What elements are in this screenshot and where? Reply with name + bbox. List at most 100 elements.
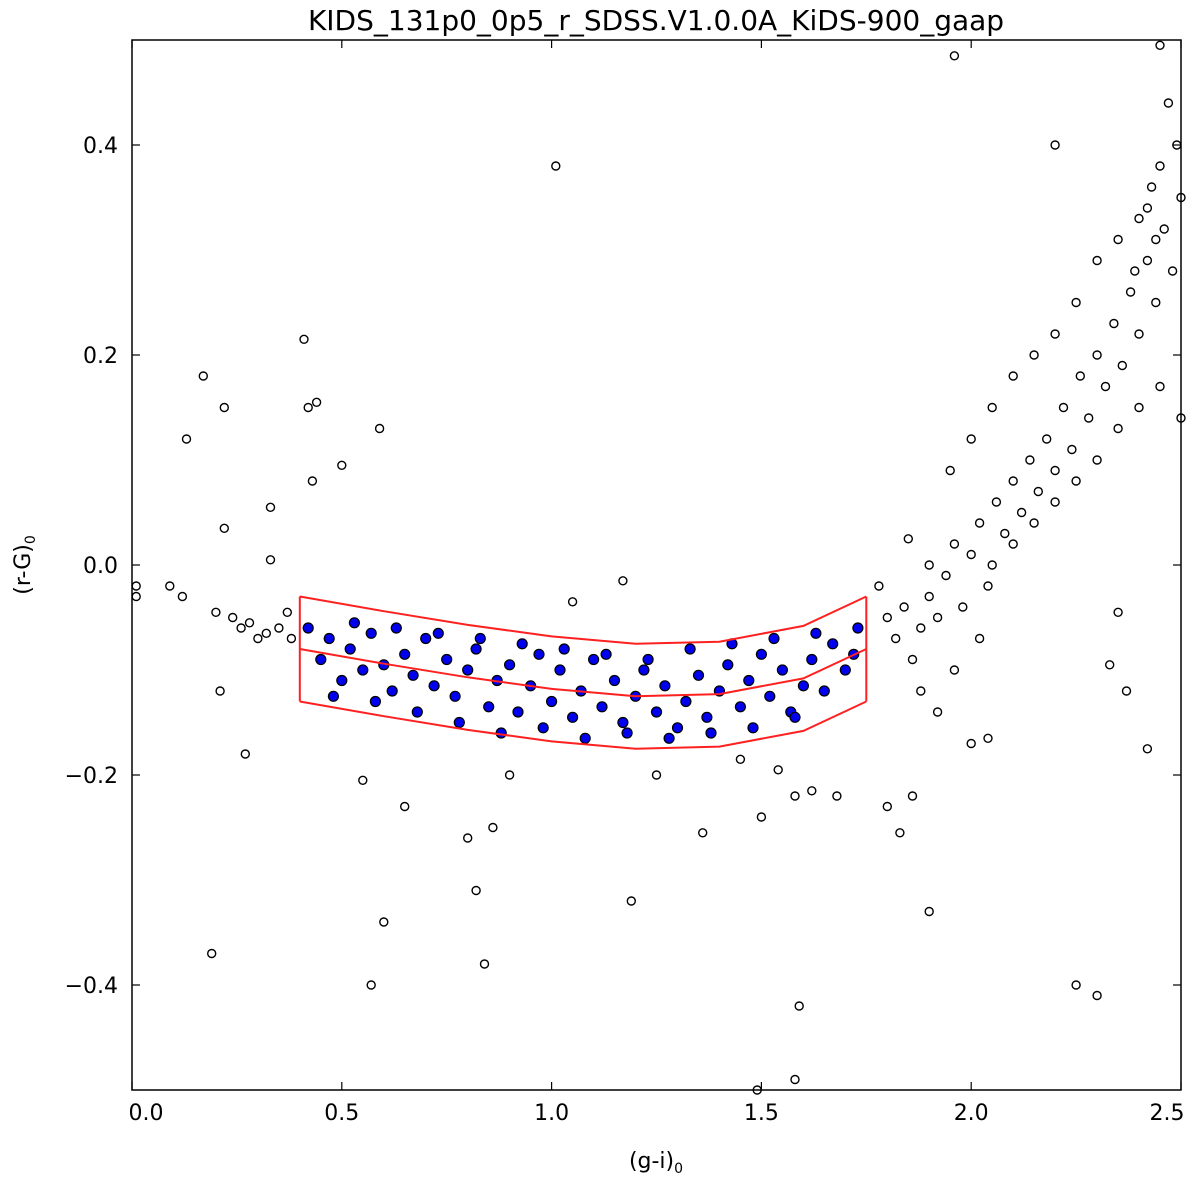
selected-point (504, 659, 516, 671)
selected-point (386, 685, 398, 697)
outlier-point (983, 733, 993, 743)
y-tick-label: −0.2 (65, 764, 118, 789)
outlier-point (1142, 255, 1153, 266)
outlier-point (198, 371, 209, 381)
selected-point (533, 648, 545, 660)
selected-point (407, 669, 419, 681)
outlier-point (949, 665, 960, 675)
outlier-point (651, 770, 662, 780)
selected-point (806, 653, 818, 666)
outlier-point (240, 749, 251, 759)
y-tick-label: 0.4 (83, 134, 118, 159)
selected-point (776, 664, 789, 676)
selected-point (810, 627, 822, 639)
outlier-point (1109, 318, 1119, 329)
outlier-point (1029, 350, 1039, 360)
y-tick-label: 0.0 (83, 554, 118, 579)
outlier-point (626, 896, 636, 906)
outlier-point (265, 555, 276, 565)
outlier-point (618, 576, 628, 586)
outlier-point (131, 581, 141, 591)
outlier-point (874, 581, 884, 591)
outlier-point (882, 801, 892, 812)
outlier-point (1033, 486, 1044, 497)
outlier-point (790, 791, 800, 801)
outlier-point (1071, 980, 1081, 990)
outlier-point (488, 822, 498, 833)
selection-lower-curve (299, 700, 867, 750)
selected-point (680, 695, 692, 708)
selected-point (621, 727, 633, 739)
selected-point (336, 674, 348, 687)
outlier-point (1113, 234, 1123, 245)
selected-point (323, 632, 335, 645)
selected-point (566, 711, 579, 723)
outlier-point (1008, 539, 1018, 549)
outlier-point (903, 534, 913, 544)
selected-point (390, 622, 402, 634)
outlier-point (916, 686, 926, 696)
selected-point (441, 653, 453, 666)
selected-point (470, 643, 482, 655)
outlier-point (924, 906, 934, 917)
outlier-point (966, 738, 976, 749)
outlier-point (374, 423, 385, 434)
outlier-point (949, 539, 960, 549)
outlier-point (504, 770, 515, 780)
selected-point (747, 722, 759, 734)
outlier-point (1025, 455, 1035, 465)
selected-point (827, 638, 839, 650)
outlier-point (471, 885, 481, 896)
y-tick-label: 0.2 (83, 344, 118, 369)
chart-title: KIDS_131p0_0p5_r_SDSS.V1.0.0A_KiDS-900_g… (308, 4, 1004, 37)
outlier-point (282, 607, 292, 617)
outlier-point (1121, 686, 1132, 696)
selected-point (692, 669, 705, 681)
outlier-point (1134, 329, 1144, 339)
selected-point (600, 648, 612, 660)
outlier-point (177, 591, 188, 602)
outlier-point (907, 791, 918, 801)
outlier-point (463, 833, 473, 843)
outlier-point (1092, 455, 1102, 465)
outlier-point (987, 402, 997, 413)
selected-point (516, 638, 528, 650)
outlier-point (1000, 528, 1010, 539)
selection-box (298, 595, 868, 750)
x-axis: 0.0 0.5 1.0 1.5 2.0 2.5 (129, 40, 1185, 1126)
selected-point (344, 643, 356, 655)
outlier-point (337, 460, 347, 470)
selected-point (705, 727, 717, 739)
outlier-point (945, 465, 955, 476)
y-axis-label: (r-G)0 (11, 535, 39, 595)
selected-point (579, 732, 591, 744)
selected-point (789, 711, 801, 723)
outlier-point (1134, 402, 1144, 413)
selected-point (722, 659, 734, 671)
outlier-point (551, 161, 561, 171)
outlier-point (1050, 329, 1060, 339)
outlier-point (215, 686, 225, 696)
outlier-point (303, 402, 313, 413)
outlier-point (299, 334, 309, 344)
outlier-point (1067, 444, 1077, 455)
outlier-point (966, 549, 976, 560)
outlier-point (227, 612, 238, 623)
selected-point (411, 706, 423, 718)
outlier-point (567, 597, 578, 607)
selected-point (587, 653, 600, 666)
selected-point (483, 701, 495, 713)
outlier-point (1155, 161, 1165, 171)
outlier-point (219, 402, 230, 413)
x-tick-label: 0.5 (324, 1101, 359, 1126)
selected-point (474, 632, 486, 645)
outlier-point (1083, 413, 1094, 423)
outlier-point (949, 51, 960, 61)
outlier-point (244, 618, 255, 628)
outlier-point (698, 828, 708, 838)
outlier-point (1050, 465, 1060, 476)
outlier-point (1092, 350, 1102, 360)
outlier-point (206, 948, 217, 959)
selected-point (558, 643, 570, 655)
